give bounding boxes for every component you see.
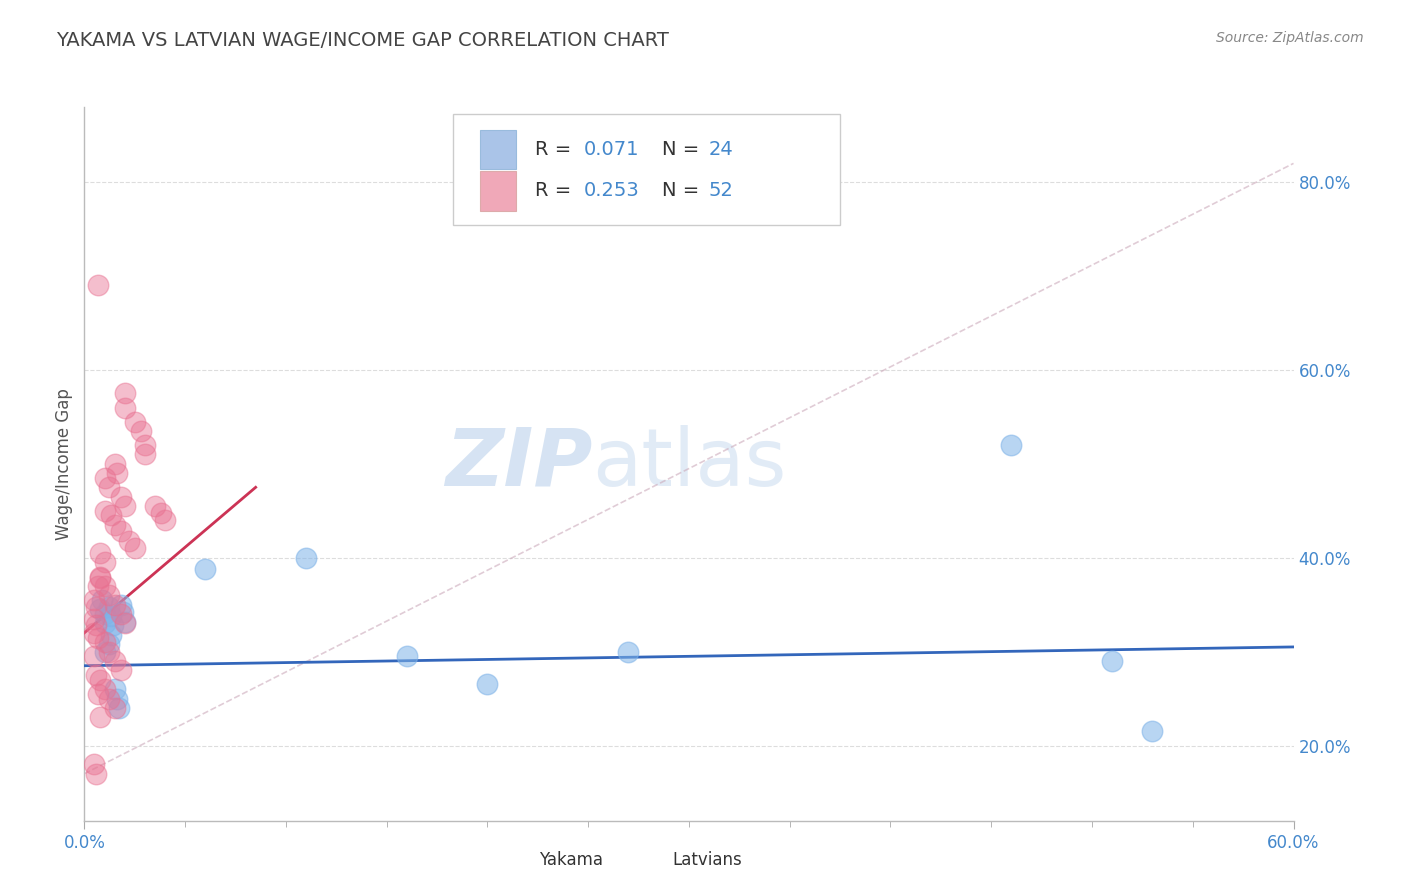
Point: [104, 457, 127, 471]
Point: [114, 401, 136, 415]
Text: 52: 52: [709, 181, 733, 201]
Point: [114, 386, 136, 401]
Point: [100, 508, 122, 523]
Point: [93, 682, 115, 697]
Point: [83, 593, 105, 607]
Point: [89, 710, 111, 724]
Point: [97, 691, 120, 706]
Point: [97, 599, 120, 614]
Point: [89, 673, 111, 687]
Point: [87, 687, 110, 701]
Point: [107, 701, 129, 715]
Point: [110, 598, 132, 612]
Text: Yakama: Yakama: [538, 851, 603, 869]
Point: [105, 467, 128, 481]
Text: N =: N =: [662, 140, 706, 159]
Point: [110, 607, 132, 621]
Text: Source: ZipAtlas.com: Source: ZipAtlas.com: [1216, 31, 1364, 45]
Point: [105, 691, 128, 706]
Point: [93, 607, 115, 621]
Point: [1000, 438, 1022, 452]
Point: [477, 677, 499, 691]
Point: [104, 682, 127, 697]
Text: Latvians: Latvians: [672, 851, 742, 869]
Point: [89, 569, 111, 583]
Point: [86, 618, 108, 632]
Point: [83, 612, 105, 626]
Point: [83, 649, 105, 664]
Point: [100, 628, 122, 642]
Point: [83, 757, 105, 772]
Point: [97, 588, 120, 602]
Point: [104, 517, 127, 532]
Point: [89, 546, 111, 560]
Point: [93, 616, 115, 631]
Text: ZIP: ZIP: [444, 425, 592, 503]
Point: [93, 556, 115, 570]
Point: [1101, 654, 1123, 668]
Point: [134, 447, 156, 461]
Text: 24: 24: [709, 140, 733, 159]
Point: [124, 541, 146, 556]
Text: N =: N =: [662, 181, 706, 201]
Text: R =: R =: [536, 181, 578, 201]
Point: [86, 766, 108, 780]
Point: [194, 562, 217, 576]
Point: [104, 598, 127, 612]
Point: [129, 424, 152, 438]
Point: [87, 579, 110, 593]
FancyBboxPatch shape: [479, 130, 516, 169]
Point: [93, 645, 115, 659]
Point: [114, 615, 136, 629]
Point: [101, 618, 124, 632]
Point: [134, 438, 156, 452]
Text: atlas: atlas: [592, 425, 786, 503]
FancyBboxPatch shape: [479, 171, 516, 211]
Point: [124, 415, 146, 429]
Point: [114, 499, 136, 513]
Point: [83, 625, 105, 640]
Text: 0.253: 0.253: [583, 181, 640, 201]
Point: [89, 571, 111, 585]
Point: [93, 579, 115, 593]
Text: YAKAMA VS LATVIAN WAGE/INCOME GAP CORRELATION CHART: YAKAMA VS LATVIAN WAGE/INCOME GAP CORREL…: [56, 31, 669, 50]
Point: [1142, 724, 1164, 739]
Point: [97, 645, 120, 659]
Point: [97, 637, 120, 651]
Point: [86, 599, 108, 614]
Point: [89, 602, 111, 616]
Point: [104, 701, 127, 715]
Point: [153, 513, 176, 527]
Point: [93, 504, 115, 518]
Point: [114, 616, 136, 631]
Point: [295, 550, 318, 565]
Point: [93, 471, 115, 485]
Y-axis label: Wage/Income Gap: Wage/Income Gap: [55, 388, 73, 540]
Point: [97, 480, 120, 494]
Point: [91, 593, 114, 607]
Point: [110, 524, 132, 539]
Point: [100, 609, 122, 624]
Point: [87, 631, 110, 645]
Point: [93, 635, 115, 649]
Point: [149, 506, 172, 520]
Point: [110, 664, 132, 678]
FancyBboxPatch shape: [502, 846, 531, 874]
FancyBboxPatch shape: [453, 114, 841, 225]
Point: [111, 605, 134, 619]
Point: [86, 668, 108, 682]
FancyBboxPatch shape: [634, 846, 665, 874]
Point: [110, 490, 132, 504]
Text: R =: R =: [536, 140, 578, 159]
Point: [104, 654, 127, 668]
Point: [118, 533, 141, 548]
Point: [617, 645, 640, 659]
Point: [395, 649, 418, 664]
Text: 0.071: 0.071: [583, 140, 640, 159]
Point: [143, 499, 166, 513]
Point: [87, 278, 110, 293]
